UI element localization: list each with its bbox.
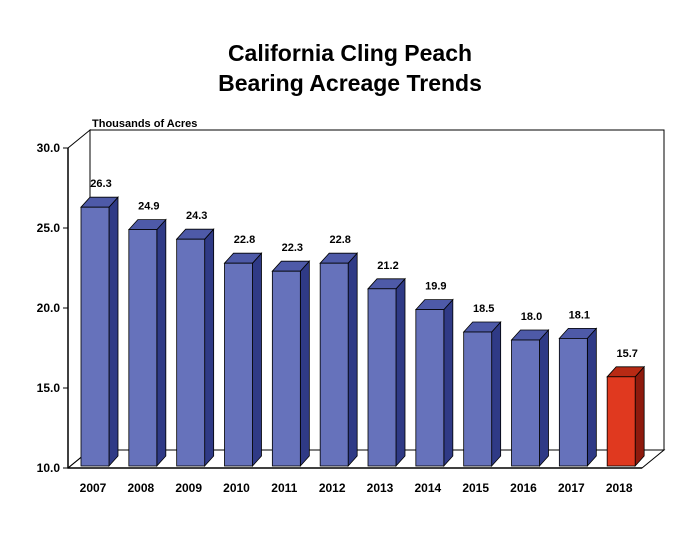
data-label: 24.9 xyxy=(138,201,159,213)
data-label: 22.8 xyxy=(329,234,350,246)
bar-2012 xyxy=(319,252,359,468)
y-axis-ticks: 10.0 15.0 20.0 25.0 30.0 xyxy=(37,141,68,475)
bar-front xyxy=(271,270,301,467)
bar-side xyxy=(395,277,406,468)
bar-front xyxy=(558,337,588,467)
bar-side xyxy=(443,298,454,468)
bar-2017 xyxy=(558,327,598,468)
data-label: 15.7 xyxy=(616,348,637,360)
bar-side xyxy=(252,252,262,468)
bar-side xyxy=(204,228,215,468)
x-axis-labels: 2007 2008 2009 2010 2011 2012 2013 2014 2015 2016… xyxy=(80,481,633,495)
bar-2008 xyxy=(127,218,167,468)
bar-front xyxy=(176,238,206,467)
bar-front xyxy=(511,339,540,467)
bar-front xyxy=(463,331,493,467)
x-tick-label: 2009 xyxy=(175,481,202,495)
chart-title-line-2: Bearing Acreage Trends xyxy=(218,70,482,96)
data-label: 22.8 xyxy=(234,234,255,246)
bar-front xyxy=(367,288,397,467)
data-label: 18.5 xyxy=(473,303,494,315)
x-tick-label: 2016 xyxy=(510,481,537,495)
bar-2014 xyxy=(414,298,454,468)
bar-side xyxy=(299,260,310,468)
data-label: 18.1 xyxy=(569,309,590,321)
y-tick-label: 15.0 xyxy=(37,381,61,395)
x-tick-label: 2013 xyxy=(367,481,394,495)
bar-front xyxy=(224,262,253,467)
y-tick-label: 10.0 xyxy=(37,461,61,475)
x-tick-label: 2015 xyxy=(462,481,489,495)
bar-front xyxy=(80,206,110,467)
bar-front xyxy=(319,262,349,467)
bar-2015 xyxy=(462,320,502,468)
bar-2009 xyxy=(175,228,215,468)
x-tick-label: 2017 xyxy=(558,481,585,495)
bar-2010 xyxy=(223,252,263,468)
x-tick-label: 2018 xyxy=(606,481,633,495)
y-tick-label: 30.0 xyxy=(37,141,61,155)
chart-title-line-1: California Cling Peach xyxy=(227,40,473,66)
x-tick-label: 2014 xyxy=(414,481,441,495)
bar-front xyxy=(128,229,158,467)
bar-side xyxy=(347,252,358,468)
data-label: 18.0 xyxy=(521,311,542,323)
bar-2013 xyxy=(367,277,406,468)
y-tick-label: 20.0 xyxy=(37,301,61,315)
bars: 26.3 24.9 24.3 22.8 22.3 22.8 21.2 19.9 18.5 18.0… xyxy=(80,178,646,468)
bar-side xyxy=(491,320,502,468)
x-tick-label: 2012 xyxy=(319,481,346,495)
data-label: 21.2 xyxy=(377,260,398,272)
y-axis-label: Thousands of Acres xyxy=(92,118,197,130)
bar-side xyxy=(108,196,119,468)
data-label: 19.9 xyxy=(425,281,446,293)
bar-side xyxy=(586,327,597,468)
y-tick-label: 25.0 xyxy=(37,221,61,235)
bar-side xyxy=(156,218,167,468)
x-tick-label: 2008 xyxy=(127,481,154,495)
bar-2007 xyxy=(80,196,119,468)
bar-2011 xyxy=(271,260,311,468)
bar-side xyxy=(634,365,645,468)
bar-side xyxy=(539,328,549,468)
chart-title: California Cling Peach Bearing Acreage T… xyxy=(0,38,700,98)
data-label: 22.3 xyxy=(282,242,303,254)
bar-front xyxy=(606,376,636,467)
x-tick-label: 2011 xyxy=(271,481,297,495)
x-tick-label: 2010 xyxy=(223,481,250,495)
bar-2018 xyxy=(606,365,646,468)
x-tick-label: 2007 xyxy=(80,481,107,495)
data-label: 24.3 xyxy=(186,210,207,222)
bar-2016 xyxy=(510,328,550,468)
bar-front xyxy=(415,309,445,467)
data-label: 26.3 xyxy=(90,178,111,190)
